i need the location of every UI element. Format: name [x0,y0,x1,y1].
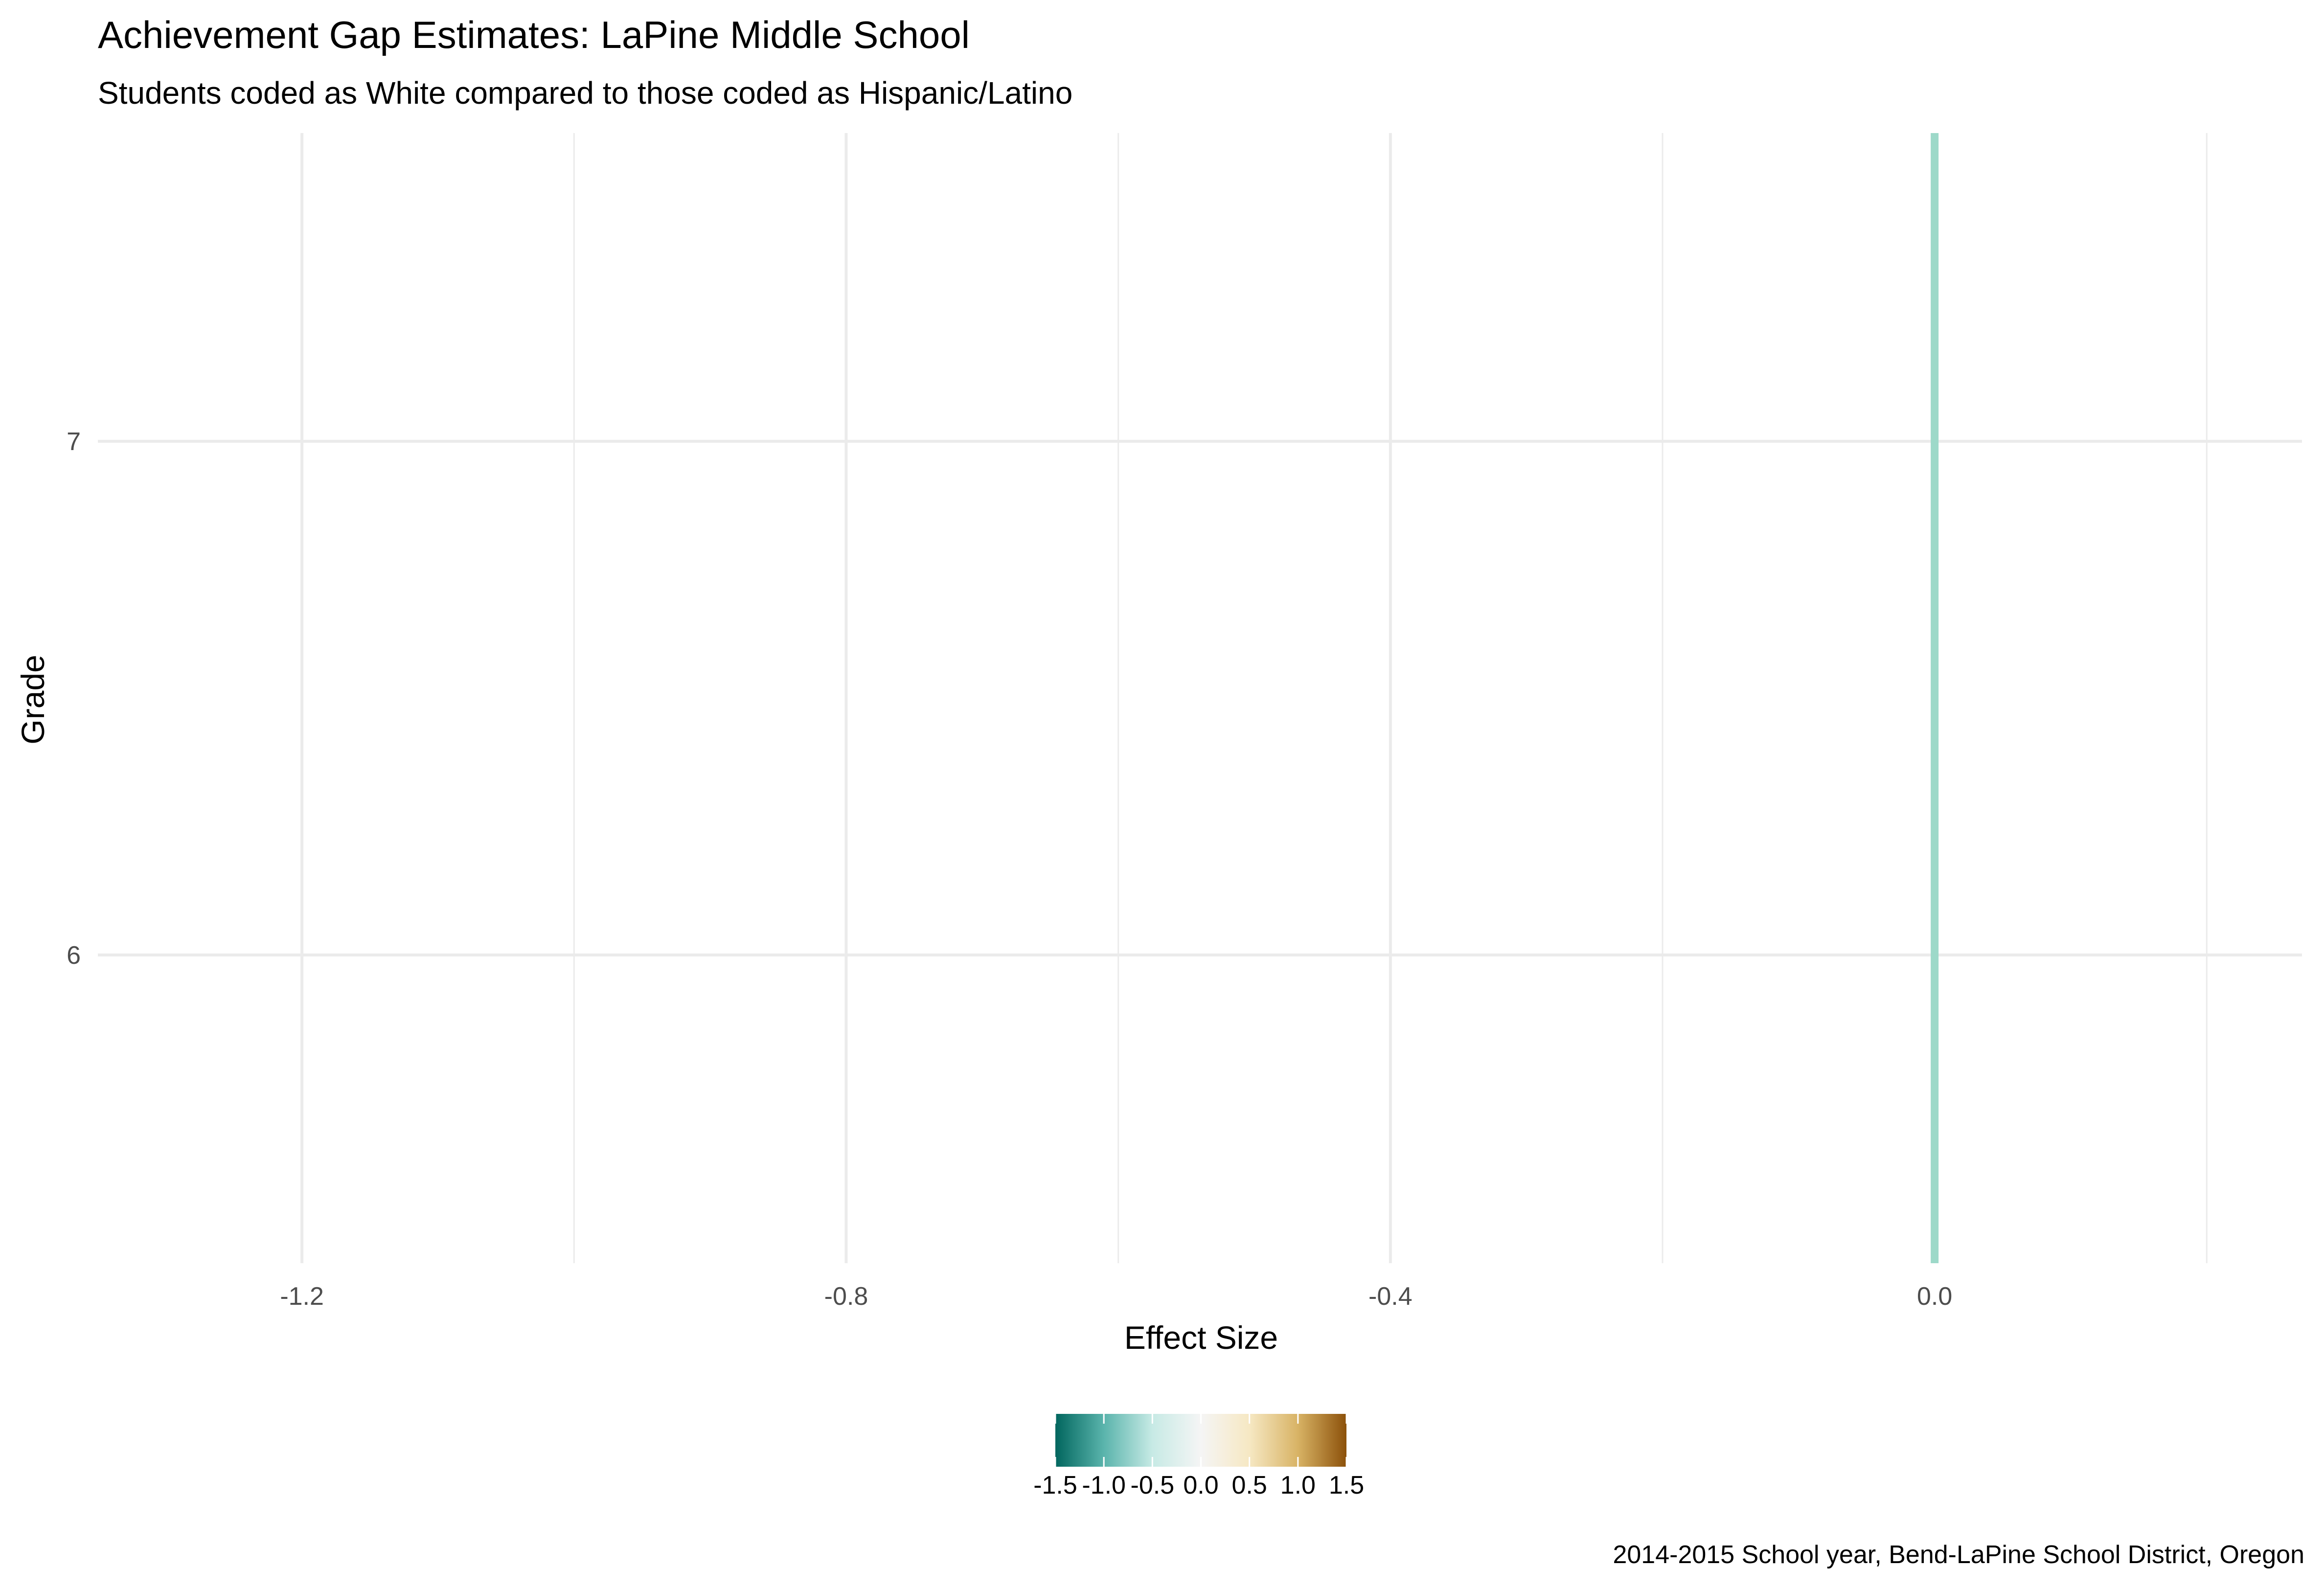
y-tick-label: 6 [67,941,81,970]
colorbar-legend: -1.5 -1.0 -0.5 0.0 0.5 1.0 1.5 [1033,1414,1364,1499]
y-tick-labels: 67 [67,428,81,970]
colorbar-label: 0.5 [1232,1471,1267,1499]
colorbar-ticks [1054,1414,1347,1467]
major-gridlines [98,133,2302,1263]
colorbar-labels: -1.5 -1.0 -0.5 0.0 0.5 1.0 1.5 [1033,1471,1364,1499]
y-axis-title: Grade [15,655,51,744]
y-tick-label: 7 [67,428,81,456]
colorbar-label: 0.0 [1183,1471,1218,1499]
colorbar-label: -1.0 [1082,1471,1126,1499]
colorbar-label: 1.0 [1280,1471,1316,1499]
x-tick-label: -0.4 [1368,1282,1413,1311]
plot-panel [98,133,2302,1263]
x-tick-label: -1.2 [280,1282,324,1311]
chart-subtitle: Students coded as White compared to thos… [98,75,1072,111]
colorbar-label: -0.5 [1131,1471,1175,1499]
colorbar-label: 1.5 [1329,1471,1364,1499]
chart-title: Achievement Gap Estimates: LaPine Middle… [98,13,970,56]
x-tick-labels: -1.2 -0.8 -0.4 0.0 [280,1282,1952,1311]
x-tick-label: 0.0 [1917,1282,1952,1311]
chart-caption: 2014-2015 School year, Bend-LaPine Schoo… [1613,1541,2304,1569]
x-axis-title: Effect Size [1124,1319,1278,1356]
minor-gridlines [573,133,2208,1263]
x-tick-label: -0.8 [824,1282,868,1311]
colorbar-label: -1.5 [1033,1471,1077,1499]
